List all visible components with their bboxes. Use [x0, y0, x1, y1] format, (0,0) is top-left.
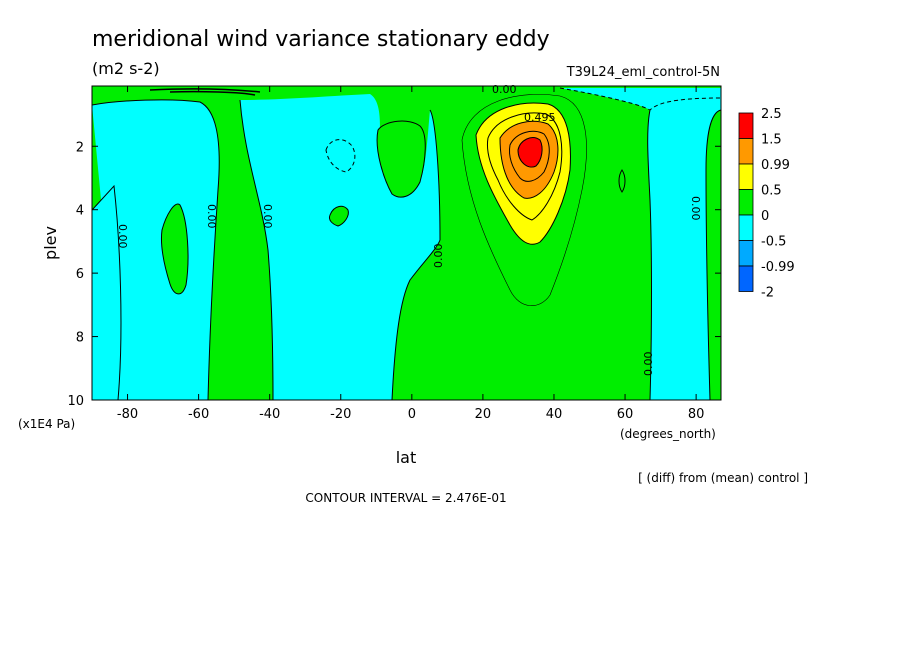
plot-frame [91, 85, 722, 401]
y-axis-label: plev [41, 226, 60, 260]
footer-note: [ (diff) from (mean) control ] [638, 471, 808, 485]
contour-label-south-2: 0.00 [205, 204, 218, 229]
x-tick-label: 0 [408, 407, 416, 422]
y-tick-label: 8 [76, 331, 84, 346]
colorbar-swatch [738, 214, 754, 241]
colorbar-swatch [738, 189, 754, 216]
x-axis: -80 -60 -40 -20 0 20 40 60 80 [117, 86, 704, 422]
chart-title: meridional wind variance stationary eddy [92, 27, 550, 52]
contour-interval: CONTOUR INTERVAL = 2.476E-01 [305, 491, 506, 505]
contour-zero-mid-island [376, 120, 426, 198]
field-region-cyan-south [92, 99, 220, 400]
colorbar-level-label: 0 [761, 209, 769, 224]
contour-label-peak: 0.495 [524, 111, 556, 124]
contour-dashed-top [559, 87, 721, 111]
colorbar-level-label: -0.5 [761, 235, 786, 250]
x-axis-units: (degrees_north) [620, 427, 716, 441]
contour-field [92, 86, 721, 400]
colorbar-swatch [738, 112, 754, 139]
contour-zero-small-island [329, 205, 349, 227]
run-label: T39L24_eml_control-5N [566, 65, 720, 80]
x-tick-label: 80 [688, 407, 705, 422]
colorbar-level-label: 0.99 [761, 158, 790, 173]
chart-units: (m2 s-2) [92, 59, 160, 78]
y-tick-label: 6 [76, 267, 84, 282]
contour-yellow-edge [475, 102, 571, 245]
colorbar-level-label: -2 [761, 286, 774, 301]
contour-zero-east-2 [705, 109, 721, 400]
colorbar-level-label: 2.5 [761, 107, 782, 122]
colorbar-swatch [738, 240, 754, 267]
contour-label-east: 0.00 [642, 352, 655, 377]
x-tick-label: -80 [117, 407, 138, 422]
y-axis-units: (x1E4 Pa) [18, 417, 75, 431]
field-region-cyan-east [647, 98, 721, 400]
field-region-cyan-south-edge [92, 186, 121, 400]
field-region-red [518, 137, 543, 168]
field-island-green-south [161, 204, 188, 294]
x-tick-label: 20 [475, 407, 492, 422]
contour-top-band [149, 88, 261, 96]
x-tick-label: -60 [188, 407, 209, 422]
contour-zero-mid-east [391, 109, 441, 400]
colorbar-level-label: 0.5 [761, 184, 782, 199]
x-tick-label: -40 [259, 407, 280, 422]
field-island-green-mid [377, 121, 426, 198]
contour-zero-island [161, 203, 189, 295]
colorbar-level-label: -0.99 [761, 260, 795, 275]
contour-label-top: 0.00 [492, 83, 517, 96]
x-tick-label: 60 [617, 407, 634, 422]
y-tick-label: 4 [76, 204, 84, 219]
colorbar-legend: 2.5 1.5 0.99 0.5 0 -0.5 -0.99 -2 [738, 107, 795, 301]
y-tick-label: 10 [67, 394, 84, 409]
colorbar-swatch [738, 138, 754, 165]
colorbar-level-label: 1.5 [761, 133, 782, 148]
contour-label-mid: 0.00 [261, 204, 274, 229]
contour-zero-south-2 [92, 184, 122, 400]
contour-orange-edge [499, 120, 559, 199]
contour-lines [92, 87, 721, 400]
contour-thin-outer [461, 94, 587, 306]
contour-small-ridge [618, 169, 626, 193]
contour-red-edge [517, 137, 543, 168]
contour-zero-east [647, 109, 652, 400]
colorbar-swatch [738, 265, 754, 292]
contour-orange-inner [509, 130, 550, 182]
contour-zero-mid-west [239, 99, 274, 400]
contour-zero-south [92, 99, 220, 400]
y-axis: 2 4 6 8 10 [67, 140, 721, 409]
x-axis-label: lat [396, 448, 417, 467]
contour-dashed-negative [325, 139, 356, 173]
contour-label-mid-east: 0.00 [432, 244, 445, 269]
y-tick-label: 2 [76, 140, 84, 155]
contour-label-south: 0.00 [116, 224, 129, 249]
contour-yellow-inner [487, 112, 563, 221]
colorbar-swatch [738, 163, 754, 190]
x-tick-label: -20 [330, 407, 351, 422]
x-tick-label: 40 [546, 407, 563, 422]
field-region-cyan-top [560, 88, 721, 110]
contour-label-east-2: 0.00 [689, 196, 702, 221]
field-island-green-small [329, 206, 349, 226]
